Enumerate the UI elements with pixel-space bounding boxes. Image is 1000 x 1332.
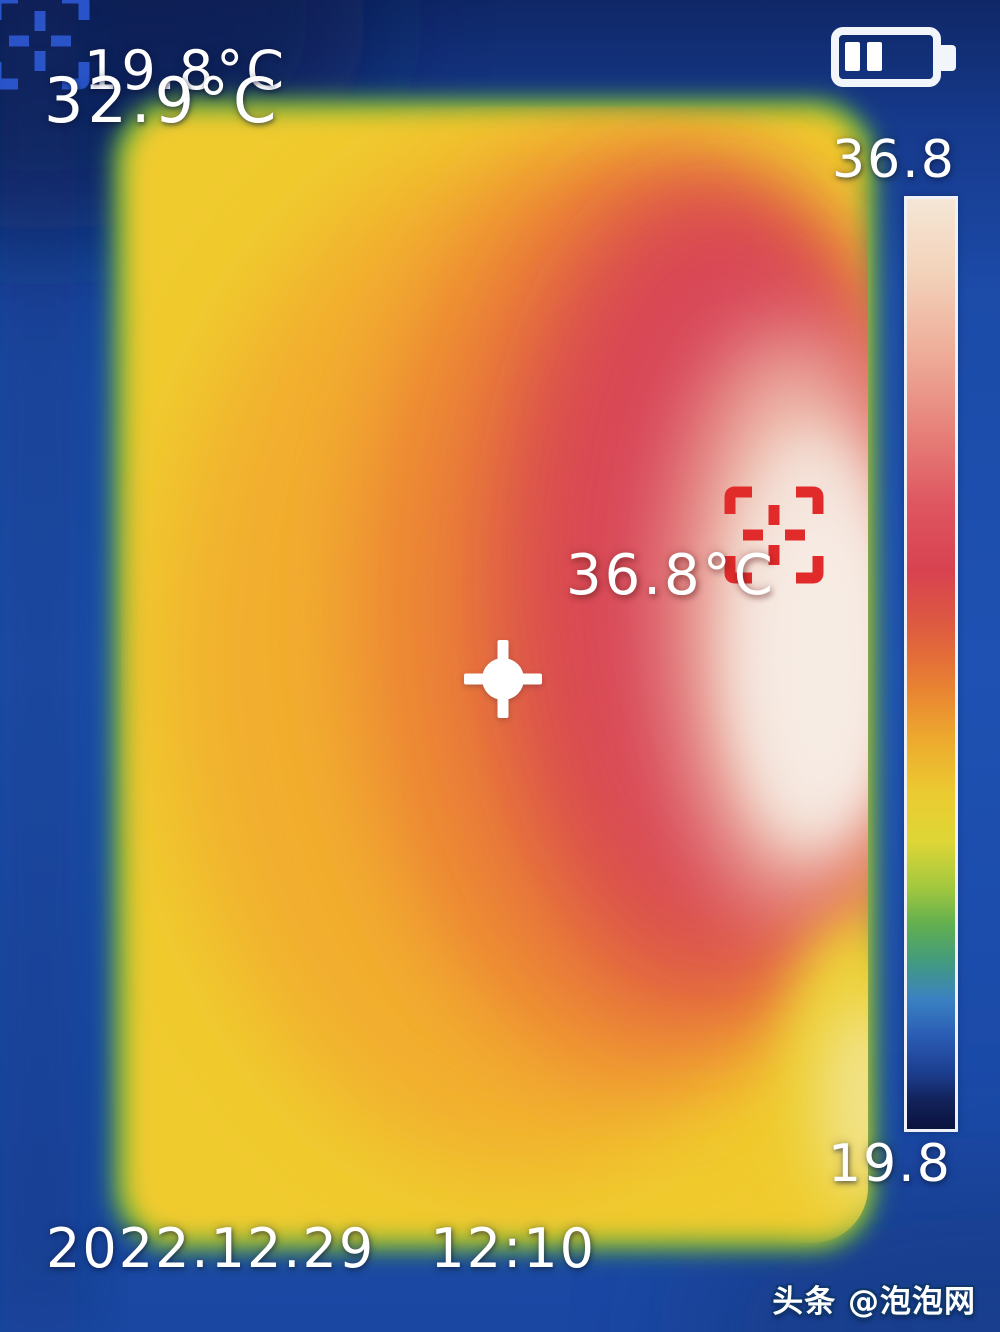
date-label: 2022.12.29 [46, 1217, 376, 1280]
time-label: 12:10 [430, 1217, 596, 1280]
battery-bar [867, 42, 882, 71]
cold-spot-temp-label: 19.8°C [84, 39, 287, 102]
hot-spot-temp-label: 36.8°C [566, 543, 776, 608]
scale-max-label: 36.8 [832, 130, 956, 190]
center-crosshair-icon [464, 640, 542, 718]
battery-icon [831, 27, 941, 87]
cold-marker-strokes [0, 0, 90, 90]
temperature-scale-bar [904, 196, 958, 1132]
hot-spot-marker-icon [724, 486, 824, 584]
crosshair-shape [464, 640, 542, 718]
center-temp-label: 32.9°C [44, 64, 281, 137]
battery-bars [845, 42, 882, 71]
timestamp: 2022.12.29 12:10 [46, 1222, 596, 1276]
battery-terminal [941, 45, 956, 71]
thermal-blob [113, 99, 876, 1251]
cold-spot-marker-icon [0, 0, 90, 90]
watermark: 头条 @泡泡网 [772, 1284, 976, 1320]
battery-bar [845, 42, 860, 71]
hot-marker-strokes [724, 486, 824, 584]
scale-min-label: 19.8 [828, 1134, 952, 1194]
